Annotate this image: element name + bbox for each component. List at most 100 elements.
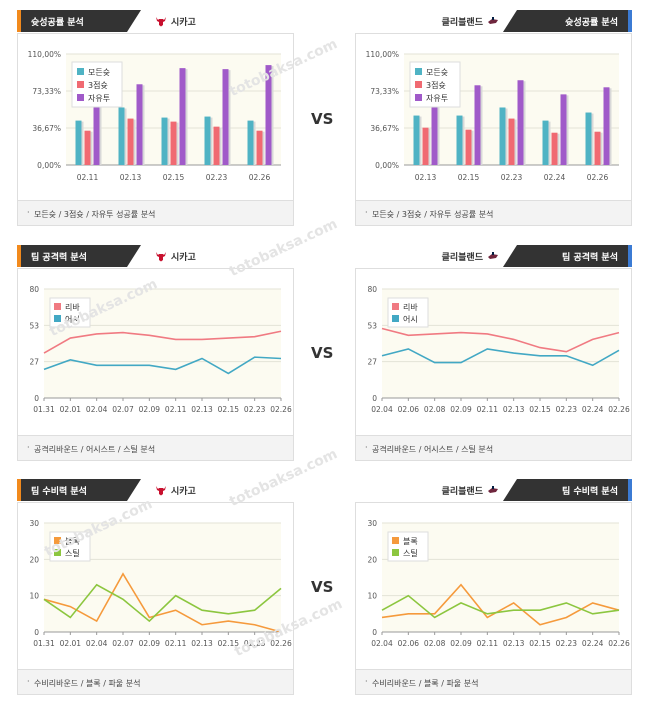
- legend-label: 블록: [403, 536, 418, 546]
- legend-swatch: [415, 81, 422, 88]
- legend-box: [49, 531, 91, 562]
- bar: [551, 132, 558, 165]
- y-tick-label: 0: [34, 628, 39, 637]
- team-name: 클리블랜드: [441, 487, 483, 497]
- series-line: [43, 583, 282, 623]
- bar: [93, 77, 100, 165]
- bar: [603, 87, 610, 165]
- legend-swatch: [77, 81, 84, 88]
- bar: [127, 118, 134, 165]
- legend-label: 블록: [65, 536, 80, 546]
- panel-header: 팀 수비력 분석 시카고: [17, 479, 294, 501]
- x-tick-label: 02.15: [218, 405, 240, 414]
- legend-label: 어시: [403, 314, 418, 324]
- x-tick-label: 02.15: [218, 639, 240, 648]
- bar: [161, 117, 168, 165]
- x-tick-label: 02.23: [206, 173, 228, 182]
- y-tick-label: 0: [34, 394, 39, 403]
- x-tick-label: 02.01: [60, 405, 82, 414]
- panel-header: 팀 공격력 분석 시카고: [17, 245, 294, 267]
- panel-offense-chicago: 팀 공격력 분석 시카고 0 27 53 80 01.31 02.01 02.04 02.07…: [17, 245, 294, 461]
- x-tick-label: 02.06: [398, 405, 420, 414]
- bar: [247, 120, 254, 165]
- series-line: [381, 594, 620, 619]
- y-tick-label: 20: [29, 555, 39, 564]
- cavs-logo-icon: [487, 485, 499, 496]
- x-tick-label: 02.24: [582, 639, 604, 648]
- panel-shooting-cleveland: 슛성공률 분석 클리블랜드 0,00% 36,67% 73,33% 110,00% 02…: [355, 10, 632, 226]
- bar: [542, 120, 549, 165]
- series-line: [43, 572, 282, 633]
- y-tick-label: 10: [29, 592, 39, 601]
- chart-area: 0 10 20 30 02.04 02.06 02.08 02.09 02.11 02.13 02.…: [355, 502, 632, 670]
- legend-label: 모든슛: [426, 68, 448, 77]
- x-tick-label: 02.24: [582, 405, 604, 414]
- panel-defense-chicago: 팀 수비력 분석 시카고 0 10 20 30 01.31 02.01 02.04 02.07…: [17, 479, 294, 695]
- legend-swatch: [415, 94, 422, 101]
- team-name: 시카고: [171, 253, 196, 263]
- bar: [413, 115, 420, 165]
- x-tick-label: 02.08: [424, 639, 446, 648]
- x-tick-label: 02.07: [112, 639, 134, 648]
- x-tick-label: 02.13: [503, 405, 525, 414]
- vs-label: VS: [311, 578, 334, 596]
- panel-title: 팀 공격력 분석: [562, 253, 618, 263]
- panel-footer: 수비리바운드 / 블록 / 파울 분석: [355, 669, 632, 695]
- team-label: 클리블랜드: [442, 250, 499, 263]
- x-tick-label: 02.26: [270, 405, 292, 414]
- vs-label: VS: [311, 110, 334, 128]
- y-tick-label: 73,33%: [32, 87, 61, 96]
- chart-svg: 0 27 53 80 02.04 02.06 02.08 02.09 02.11 02.13 02.…: [367, 285, 630, 414]
- bar: [560, 94, 567, 165]
- x-tick-label: 02.04: [371, 639, 393, 648]
- x-tick-label: 02.15: [529, 405, 551, 414]
- panel-defense-cleveland: 팀 수비력 분석 클리블랜드 0 10 20 30 02.04 02.06 02.08 02.…: [355, 479, 632, 695]
- x-tick-label: 02.01: [60, 639, 82, 648]
- x-tick-label: 02.13: [503, 639, 525, 648]
- x-tick-label: 02.15: [458, 173, 480, 182]
- legend-label: 3점슛: [88, 80, 108, 90]
- y-tick-label: 0: [372, 628, 377, 637]
- y-tick-label: 36,67%: [370, 124, 399, 133]
- legend-swatch: [54, 549, 61, 556]
- panel-offense-cleveland: 팀 공격력 분석 클리블랜드 0 27 53 80 02.04 02.06 02.08 02.…: [355, 245, 632, 461]
- panel-title: 팀 수비력 분석: [562, 487, 618, 497]
- x-tick-label: 02.23: [501, 173, 523, 182]
- x-tick-label: 02.11: [477, 405, 499, 414]
- panel-footer: 공격리바운드 / 어시스트 / 스틸 분석: [355, 435, 632, 461]
- chart-svg: 0 10 20 30 01.31 02.01 02.04 02.07 02.09 02.11 02.…: [29, 519, 292, 648]
- series-line: [381, 327, 620, 353]
- series-line: [381, 348, 620, 367]
- bull-logo-icon: [155, 485, 167, 496]
- chart-svg: 0 27 53 80 01.31 02.01 02.04 02.07 02.09 02.11 02.…: [29, 285, 292, 414]
- bar: [256, 130, 263, 165]
- cavs-logo-icon: [487, 251, 499, 262]
- x-tick-label: 02.26: [270, 639, 292, 648]
- legend-swatch: [77, 94, 84, 101]
- x-tick-label: 02.13: [120, 173, 142, 182]
- y-tick-label: 27: [29, 358, 39, 367]
- x-tick-label: 02.11: [77, 173, 99, 182]
- y-tick-label: 0: [372, 394, 377, 403]
- series-line: [43, 330, 282, 354]
- legend-label: 어시: [65, 314, 80, 324]
- panel-footer: 모든슛 / 3점슛 / 자유투 성공률 분석: [355, 200, 632, 226]
- x-tick-label: 02.15: [163, 173, 185, 182]
- bar: [118, 107, 125, 165]
- y-tick-label: 27: [367, 358, 377, 367]
- legend-box: [387, 297, 429, 328]
- panel-footer: 공격리바운드 / 어시스트 / 스틸 분석: [17, 435, 294, 461]
- legend-swatch: [54, 315, 61, 322]
- x-tick-label: 02.26: [608, 639, 630, 648]
- team-name: 클리블랜드: [441, 18, 483, 28]
- x-tick-label: 02.04: [86, 405, 108, 414]
- legend-label: 모든슛: [88, 68, 110, 77]
- x-tick-label: 02.09: [139, 639, 161, 648]
- legend-label: 리바: [403, 302, 418, 312]
- x-tick-label: 02.13: [191, 639, 213, 648]
- header-bar: 팀 공격력 분석: [503, 245, 632, 267]
- panel-title: 팀 공격력 분석: [31, 253, 87, 263]
- x-tick-label: 02.11: [165, 639, 187, 648]
- x-tick-label: 02.06: [398, 639, 420, 648]
- bar: [222, 69, 229, 165]
